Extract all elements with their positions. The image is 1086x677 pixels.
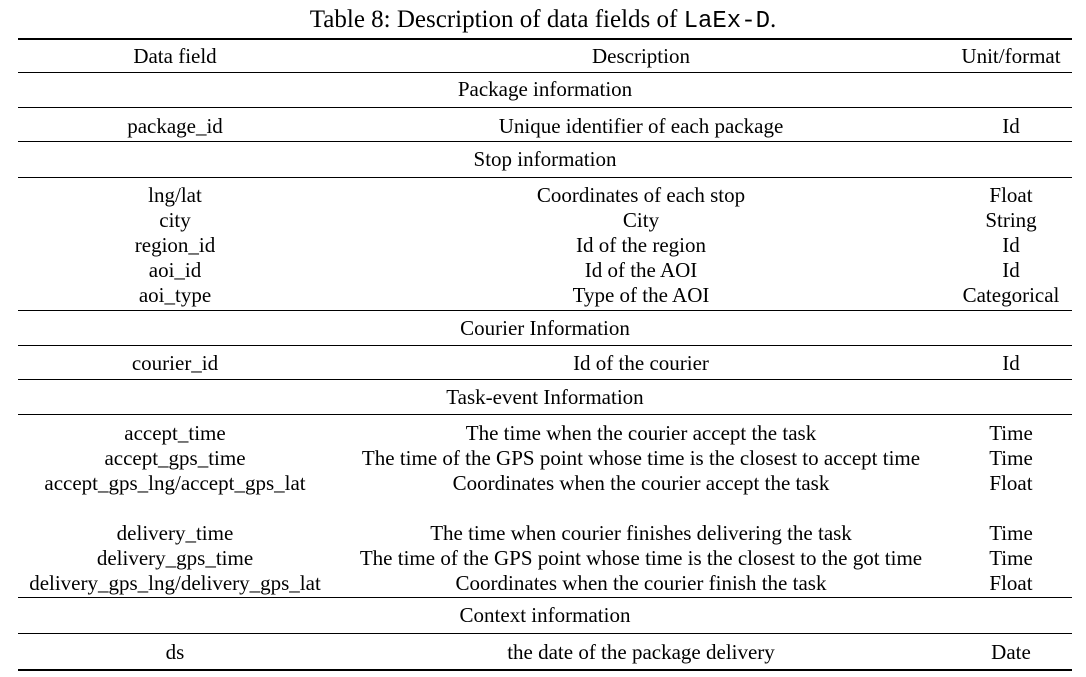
row-field: delivery_gps_lng/delivery_gps_lat [29, 571, 321, 595]
row-unit: Id [1002, 114, 1020, 138]
row-unit: Float [989, 183, 1033, 207]
row-description: Unique identifier of each package [498, 114, 784, 138]
row-description: the date of the package delivery [507, 640, 775, 664]
section-rule [18, 177, 1072, 178]
section-title-context: Context information [459, 603, 631, 627]
row-unit: Id [1002, 233, 1020, 257]
row-description: Coordinates when the courier finish the … [455, 571, 827, 595]
header-unit-format: Unit/format [961, 44, 1061, 68]
row-description: The time of the GPS point whose time is … [361, 446, 921, 470]
row-unit: Time [989, 546, 1033, 570]
row-description: The time of the GPS point whose time is … [359, 546, 923, 570]
row-field: accept_gps_lng/accept_gps_lat [44, 471, 306, 495]
row-unit: String [985, 208, 1037, 232]
header-data-field: Data field [133, 44, 217, 68]
row-description: Coordinates when the courier accept the … [452, 471, 830, 495]
bottom-rule [18, 669, 1072, 671]
row-field: package_id [127, 114, 223, 138]
row-description: Type of the AOI [572, 283, 710, 307]
section-rule [18, 141, 1072, 142]
header-description: Description [592, 44, 690, 68]
row-unit: Time [989, 446, 1033, 470]
section-rule [18, 414, 1072, 415]
row-unit: Float [989, 471, 1033, 495]
row-unit: Time [989, 421, 1033, 445]
row-unit: Id [1002, 351, 1020, 375]
top-rule [18, 38, 1072, 40]
row-field: lng/lat [148, 183, 202, 207]
row-field: aoi_id [148, 258, 202, 282]
row-field: aoi_type [138, 283, 212, 307]
section-rule [18, 379, 1072, 380]
table-caption: Table 8: Description of data fields of L… [0, 3, 1086, 39]
section-rule [18, 345, 1072, 346]
row-field: accept_gps_time [104, 446, 246, 470]
section-rule [18, 597, 1072, 598]
row-unit: Id [1002, 258, 1020, 282]
header-rule [18, 72, 1072, 73]
section-title-stop: Stop information [473, 147, 617, 171]
row-unit: Categorical [962, 283, 1060, 307]
row-description: Id of the region [575, 233, 707, 257]
row-description: The time when courier finishes deliverin… [430, 521, 852, 545]
caption-prefix: Table 8: Description of data fields of [309, 6, 684, 33]
row-description: City [622, 208, 660, 232]
row-description: The time when the courier accept the tas… [465, 421, 817, 445]
row-description: Id of the courier [573, 351, 709, 375]
row-field: ds [165, 640, 185, 664]
section-title-task-event: Task-event Information [446, 385, 644, 409]
row-field: accept_time [124, 421, 226, 445]
row-description: Coordinates of each stop [536, 183, 746, 207]
row-field: delivery_time [116, 521, 234, 545]
row-unit: Float [989, 571, 1033, 595]
row-unit: Time [989, 521, 1033, 545]
caption-suffix: . [770, 6, 777, 33]
section-title-package: Package information [457, 77, 633, 101]
section-rule [18, 633, 1072, 634]
row-unit: Date [991, 640, 1031, 664]
row-description: Id of the AOI [584, 258, 698, 282]
dataset-name: LaEx-D [683, 8, 770, 35]
section-rule [18, 310, 1072, 311]
row-field: region_id [134, 233, 216, 257]
section-rule [18, 107, 1072, 108]
row-field: delivery_gps_time [96, 546, 254, 570]
row-field: courier_id [131, 351, 219, 375]
section-title-courier: Courier Information [460, 316, 630, 340]
row-field: city [159, 208, 191, 232]
